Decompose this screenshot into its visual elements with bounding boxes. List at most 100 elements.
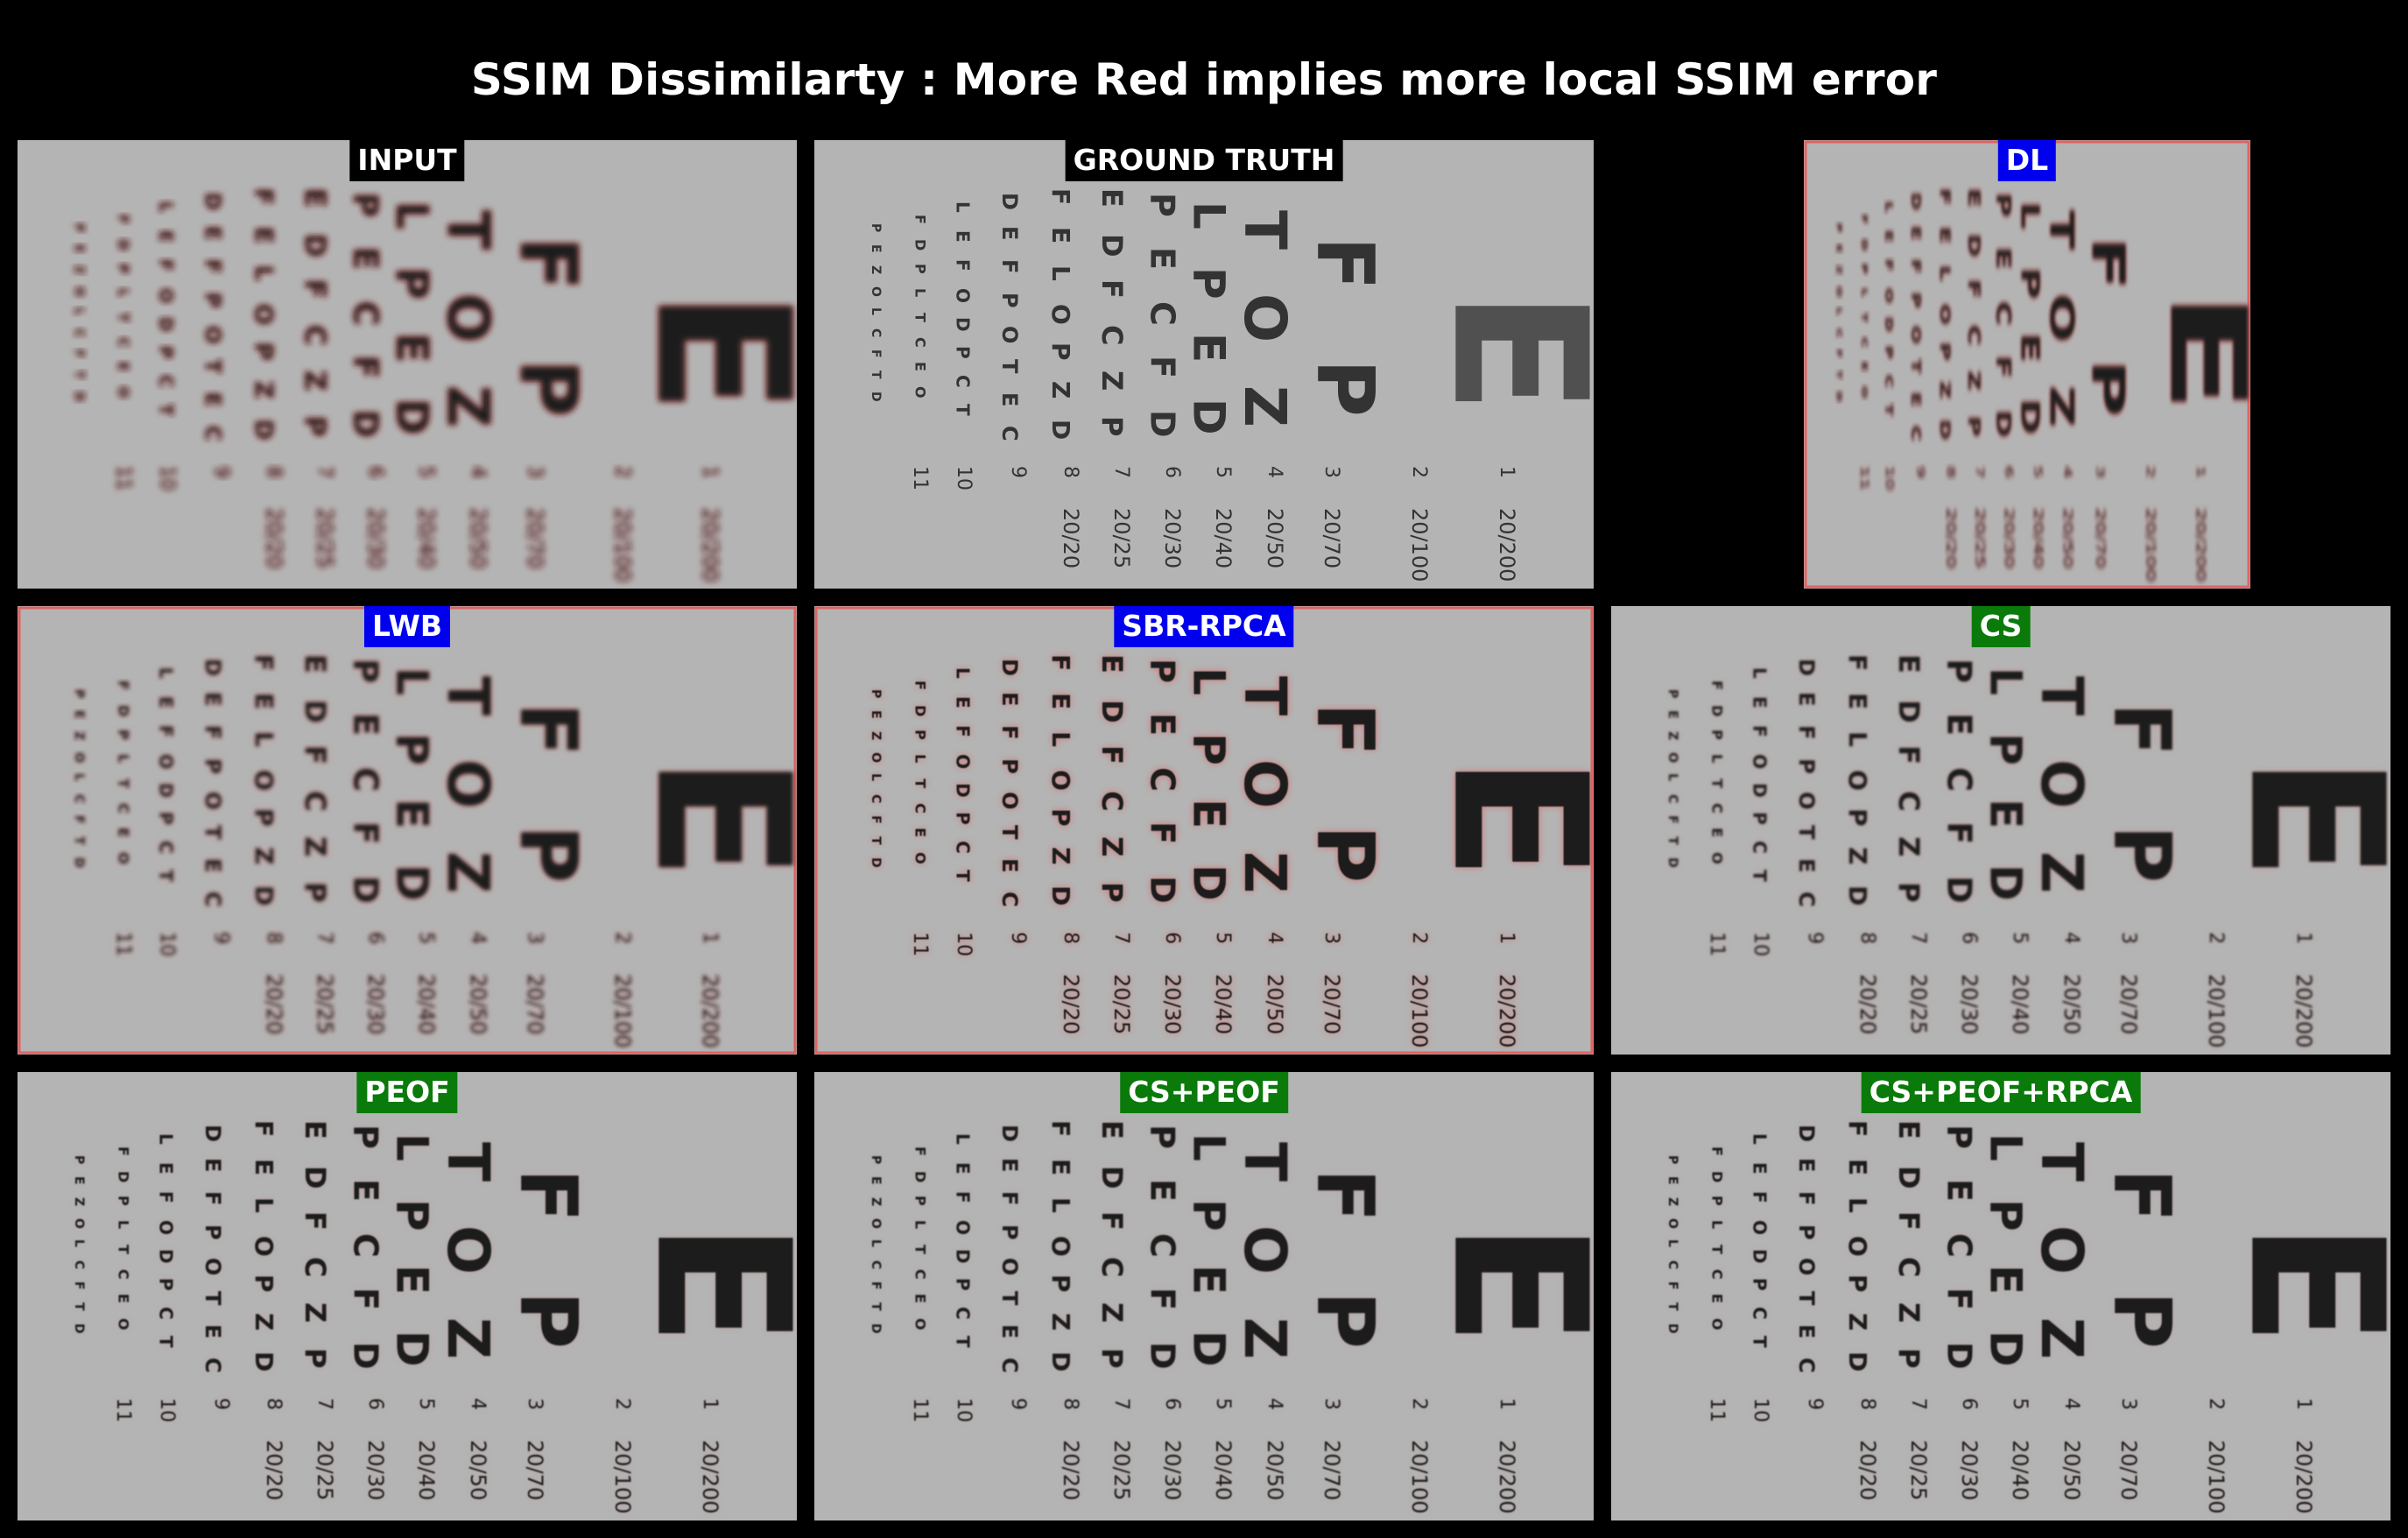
row-number: 11 <box>909 1398 931 1422</box>
chart-letter: C <box>997 426 1022 441</box>
chart-letter-error-halo: E <box>250 1159 278 1175</box>
acuity-label-error-halo: 20/25 <box>1973 508 1987 568</box>
chart-letter-error-halo: E <box>1940 713 1979 736</box>
chart-letter-error-halo: O <box>1859 386 1869 399</box>
chart-letter: Z <box>1843 847 1872 864</box>
chart-letter: T <box>997 825 1022 840</box>
letter-col3-2: E <box>387 333 438 363</box>
chart-letter: O <box>997 792 1022 809</box>
chart-letter: D <box>1750 1249 1771 1264</box>
chart-letter: D <box>1992 410 2014 438</box>
chart-letter-error-halo: F <box>156 1191 177 1203</box>
chart-letter: Z <box>1095 370 1129 391</box>
big-letter-e-error-halo: E <box>1412 1221 1594 1346</box>
chart-letter: L <box>1835 307 1844 315</box>
chart-letter: E <box>997 692 1022 706</box>
chart-letter: E <box>1750 696 1771 709</box>
chart-letter: O <box>72 1218 86 1229</box>
eye-chart-image: EEFFPPTTOOZZLLPPEEDDPPEECCFFDDEEDDFFCCZZ… <box>1611 1072 2390 1520</box>
row-number: 8 <box>1060 466 1081 478</box>
figure-title: SSIM Dissimilarty : More Red implies mor… <box>470 54 1938 105</box>
chart-letter-error-halo: C <box>156 841 177 854</box>
row-number-error-halo: 10 <box>1883 466 1896 490</box>
chart-letter: F <box>1046 654 1075 671</box>
acuity-label-error-halo: 20/25 <box>313 974 337 1034</box>
chart-letter: T <box>953 870 974 882</box>
chart-letter: E <box>953 696 974 709</box>
chart-letter: P <box>1940 1125 1979 1149</box>
chart-letter: D <box>156 317 177 332</box>
chart-letter-error-halo: C <box>72 328 86 337</box>
chart-letter: D <box>869 857 883 868</box>
chart-letter: E <box>997 392 1022 406</box>
chart-letter-error-halo: T <box>72 370 86 379</box>
chart-letter: F <box>72 349 86 358</box>
chart-letter-error-halo: E <box>347 713 385 736</box>
chart-letter: D <box>201 659 225 676</box>
row-number: 6 <box>1161 1398 1183 1410</box>
chart-letter-error-halo: E <box>953 696 974 709</box>
row-number: 9 <box>1804 932 1826 944</box>
chart-letter-error-halo: F <box>201 725 225 739</box>
chart-letter-error-halo: F <box>116 1146 132 1156</box>
chart-letter: D <box>1859 239 1869 250</box>
chart-letter-error-halo: P <box>250 1274 278 1293</box>
letter-o-error-halo: O <box>2028 759 2095 808</box>
chart-letter-error-halo: Z <box>299 370 332 391</box>
chart-letter-error-halo: E <box>1046 693 1075 709</box>
acuity-label: 20/30 <box>1160 1440 1185 1500</box>
chart-letter-error-halo: L <box>1750 1133 1771 1145</box>
chart-letter: D <box>1892 700 1926 723</box>
chart-letter: L <box>953 667 974 679</box>
acuity-label: 20/25 <box>1109 508 1134 568</box>
chart-letter: D <box>912 1171 929 1182</box>
chart-letter: Z <box>1843 1313 1872 1330</box>
letter-t: T <box>1231 210 1299 250</box>
chart-letter-error-halo: P <box>1144 659 1182 683</box>
letter-p: P <box>502 825 594 883</box>
chart-letter-error-halo: F <box>1794 725 1819 739</box>
chart-letter: O <box>1883 288 1894 303</box>
chart-letter: E <box>1843 693 1872 709</box>
chart-letter: C <box>201 1358 225 1373</box>
letter-col3-3-error-halo: D <box>387 399 438 435</box>
big-letter-e: E <box>2208 755 2390 880</box>
letter-o-error-halo: O <box>1231 1225 1299 1274</box>
chart-letter-error-halo: F <box>72 349 86 358</box>
chart-letter: O <box>116 1318 132 1330</box>
letter-col3-1: P <box>387 267 438 300</box>
row-number: 4 <box>467 1398 489 1410</box>
chart-letter: D <box>299 234 332 258</box>
row-number: 9 <box>1804 1398 1826 1410</box>
row-number-error-halo: 3 <box>2117 932 2139 944</box>
letter-f: F <box>502 1168 594 1222</box>
acuity-label-error-halo: 20/70 <box>2094 508 2108 568</box>
chart-letter-error-halo: T <box>72 1302 86 1311</box>
row-number: 1 <box>2292 932 2314 944</box>
letter-col3-3-error-halo: D <box>1184 1330 1235 1367</box>
chart-letter: E <box>912 362 929 371</box>
chart-letter: F <box>347 356 385 378</box>
row-number: 7 <box>313 932 335 944</box>
chart-letter-error-halo: O <box>1709 1318 1726 1330</box>
acuity-label: 20/30 <box>1160 974 1185 1034</box>
chart-letter: E <box>156 230 177 243</box>
chart-letter-error-halo: T <box>1709 1245 1726 1254</box>
chart-letter: D <box>201 1125 225 1142</box>
chart-letter: T <box>1835 370 1844 379</box>
chart-background <box>814 606 1594 1055</box>
letter-f-error-halo: F <box>502 702 594 756</box>
chart-letter: L <box>1750 1133 1771 1145</box>
acuity-label: 20/25 <box>1973 508 1987 568</box>
row-number: 10 <box>1750 1398 1771 1422</box>
chart-letter-error-halo: D <box>201 659 225 676</box>
chart-letter-error-halo: P <box>1794 758 1819 774</box>
chart-letter-error-halo: Z <box>1046 847 1075 864</box>
chart-letter: E <box>1709 828 1726 837</box>
chart-letter: E <box>1794 1158 1819 1172</box>
chart-letter: F <box>1665 1281 1679 1290</box>
row-number: 5 <box>415 466 437 478</box>
chart-letter-error-halo: E <box>1843 1159 1872 1175</box>
chart-letter: D <box>1144 876 1182 904</box>
acuity-label-error-halo: 20/200 <box>1495 1440 1519 1513</box>
